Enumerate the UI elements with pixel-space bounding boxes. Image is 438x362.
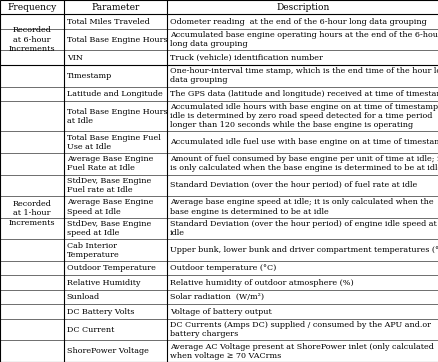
Text: Average Base Engine
Speed at Idle: Average Base Engine Speed at Idle bbox=[67, 198, 153, 216]
Text: Odometer reading  at the end of the 6-hour long data grouping: Odometer reading at the end of the 6-hou… bbox=[170, 18, 426, 26]
Text: One-hour-interval time stamp, which is the end time of the hour long
data groupi: One-hour-interval time stamp, which is t… bbox=[170, 67, 438, 84]
Text: Total Miles Traveled: Total Miles Traveled bbox=[67, 18, 149, 26]
Text: VIN: VIN bbox=[67, 54, 82, 62]
Text: Total Base Engine Fuel
Use at Idle: Total Base Engine Fuel Use at Idle bbox=[67, 134, 160, 151]
Text: StdDev, Base Engine
Fuel rate at Idle: StdDev, Base Engine Fuel rate at Idle bbox=[67, 177, 151, 194]
Text: Average base engine speed at idle; it is only calculated when the
base engine is: Average base engine speed at idle; it is… bbox=[170, 198, 432, 216]
Text: StdDev, Base Engine
speed at Idle: StdDev, Base Engine speed at Idle bbox=[67, 220, 151, 237]
Text: Recorded
at 6-hour
Increments: Recorded at 6-hour Increments bbox=[9, 26, 55, 53]
Text: Standard Deviation (over the hour period) of fuel rate at idle: Standard Deviation (over the hour period… bbox=[170, 181, 416, 189]
Text: Average Base Engine
Fuel Rate at Idle: Average Base Engine Fuel Rate at Idle bbox=[67, 155, 153, 172]
Text: Upper bunk, lower bunk and driver compartment temperatures (°C): Upper bunk, lower bunk and driver compar… bbox=[170, 246, 438, 254]
Text: Outdoor temperature (°C): Outdoor temperature (°C) bbox=[170, 264, 276, 272]
Text: Accumulated idle hours with base engine on at time of timestamp; at
idle is dete: Accumulated idle hours with base engine … bbox=[170, 103, 438, 129]
Text: Recorded
at 1-hour
Increments: Recorded at 1-hour Increments bbox=[9, 200, 55, 227]
Text: Standard Deviation (over the hour period) of engine idle speed at
idle: Standard Deviation (over the hour period… bbox=[170, 220, 435, 237]
Text: Outdoor Temperature: Outdoor Temperature bbox=[67, 264, 155, 272]
Text: DC Battery Volts: DC Battery Volts bbox=[67, 308, 134, 316]
Text: Average AC Voltage present at ShorePower inlet (only calculated
when voltage ≥ 7: Average AC Voltage present at ShorePower… bbox=[170, 342, 433, 360]
Text: Accumulated base engine operating hours at the end of the 6-hour
long data group: Accumulated base engine operating hours … bbox=[170, 31, 438, 48]
Text: Solar radiation  (W/m²): Solar radiation (W/m²) bbox=[170, 293, 263, 301]
Text: Relative Humidity: Relative Humidity bbox=[67, 279, 140, 287]
Text: The GPS data (latitude and longitude) received at time of timestamp: The GPS data (latitude and longitude) re… bbox=[170, 90, 438, 98]
Text: DC Currents (Amps DC) supplied / consumed by the APU and.or
battery chargers: DC Currents (Amps DC) supplied / consume… bbox=[170, 321, 430, 338]
Text: Relative humidity of outdoor atmosphere (%): Relative humidity of outdoor atmosphere … bbox=[170, 279, 353, 287]
Text: ShorePower Voltage: ShorePower Voltage bbox=[67, 347, 148, 355]
Text: Total Base Engine Hours: Total Base Engine Hours bbox=[67, 35, 167, 44]
Text: Parameter: Parameter bbox=[91, 3, 139, 12]
Text: Latitude and Longitude: Latitude and Longitude bbox=[67, 90, 162, 98]
Text: Amount of fuel consumed by base engine per unit of time at idle; it
is only calc: Amount of fuel consumed by base engine p… bbox=[170, 155, 438, 172]
Text: Description: Description bbox=[276, 3, 329, 12]
Text: Accumulated idle fuel use with base engine on at time of timestamp: Accumulated idle fuel use with base engi… bbox=[170, 138, 438, 146]
Text: Cab Interior
Temperature: Cab Interior Temperature bbox=[67, 242, 119, 259]
Text: Voltage of battery output: Voltage of battery output bbox=[170, 308, 271, 316]
Text: Frequency: Frequency bbox=[7, 3, 57, 12]
Text: Timestamp: Timestamp bbox=[67, 72, 112, 80]
Text: Truck (vehicle) identification number: Truck (vehicle) identification number bbox=[170, 54, 322, 62]
Text: Sunload: Sunload bbox=[67, 293, 99, 301]
Text: DC Current: DC Current bbox=[67, 325, 114, 333]
Text: Total Base Engine Hours
at Idle: Total Base Engine Hours at Idle bbox=[67, 108, 167, 125]
